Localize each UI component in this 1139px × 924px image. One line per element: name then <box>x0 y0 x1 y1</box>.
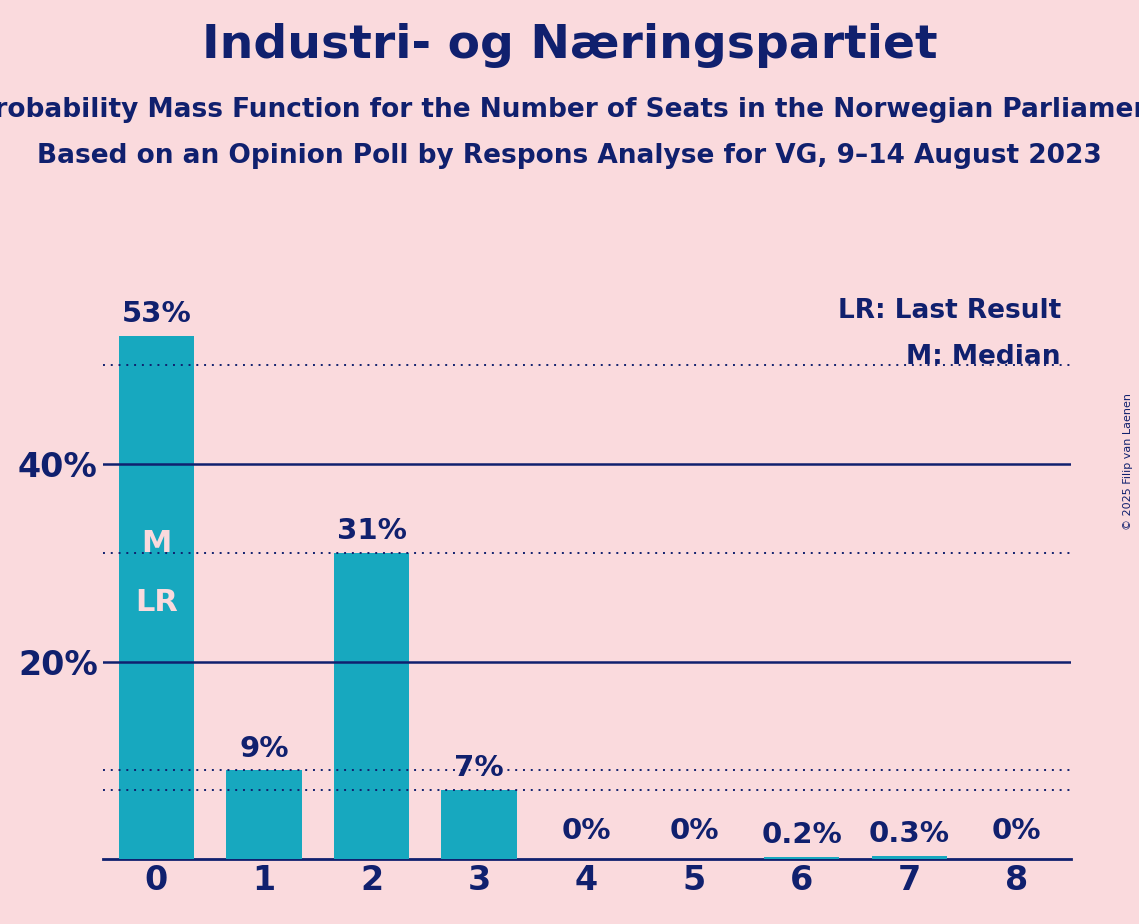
Bar <box>118 335 194 859</box>
Text: 0%: 0% <box>992 817 1042 845</box>
Text: Industri- og Næringspartiet: Industri- og Næringspartiet <box>202 23 937 68</box>
Text: LR: LR <box>134 588 178 617</box>
Text: 0.2%: 0.2% <box>761 821 842 849</box>
Bar <box>871 857 947 859</box>
Bar <box>764 857 839 859</box>
Text: 7%: 7% <box>454 754 503 783</box>
Text: M: M <box>141 529 172 558</box>
Text: 0%: 0% <box>562 817 612 845</box>
Text: 9%: 9% <box>239 735 288 762</box>
Text: M: Median: M: Median <box>907 344 1060 370</box>
Text: LR: Last Result: LR: Last Result <box>837 298 1060 324</box>
Text: Based on an Opinion Poll by Respons Analyse for VG, 9–14 August 2023: Based on an Opinion Poll by Respons Anal… <box>38 143 1101 169</box>
Text: 31%: 31% <box>336 517 407 545</box>
Text: 0%: 0% <box>670 817 719 845</box>
Text: 0.3%: 0.3% <box>869 821 950 848</box>
Bar <box>441 790 517 859</box>
Text: 53%: 53% <box>122 300 191 328</box>
Text: © 2025 Filip van Laenen: © 2025 Filip van Laenen <box>1123 394 1133 530</box>
Text: Probability Mass Function for the Number of Seats in the Norwegian Parliament: Probability Mass Function for the Number… <box>0 97 1139 123</box>
Bar <box>334 553 409 859</box>
Bar <box>227 771 302 859</box>
